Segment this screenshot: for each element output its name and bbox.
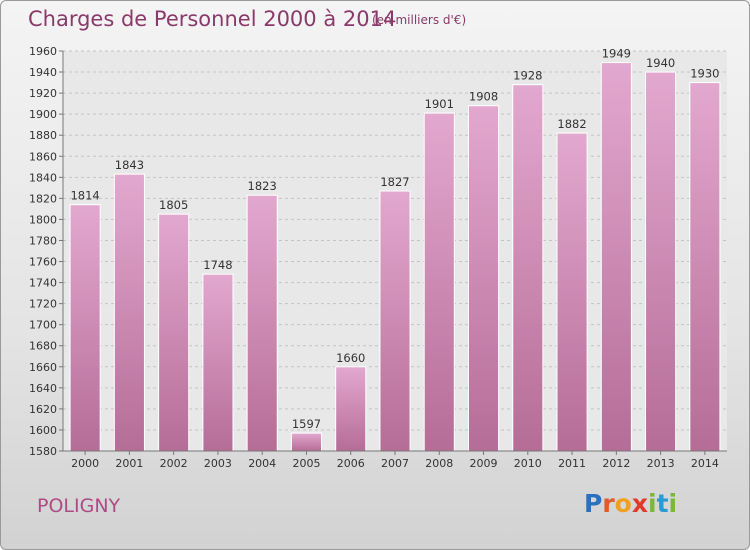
logo-letter: x <box>631 489 648 518</box>
y-tick-label: 1760 <box>29 256 57 269</box>
y-tick-label: 1920 <box>29 87 57 100</box>
proxiti-logo: Proxiti <box>584 489 677 518</box>
bar-2003 <box>202 273 234 452</box>
logo-letter: i <box>668 489 678 518</box>
value-label-2007: 1827 <box>380 175 409 189</box>
y-tick-label: 1620 <box>29 403 57 416</box>
x-tick-label-2011: 2011 <box>558 457 586 470</box>
y-tick-label: 1640 <box>29 382 57 395</box>
bar-2004 <box>246 194 278 452</box>
y-tick-label: 1800 <box>29 213 57 226</box>
bar-2013 <box>645 71 677 452</box>
bar-2014 <box>689 82 721 452</box>
bar-2007 <box>379 190 411 452</box>
value-label-2001: 1843 <box>115 158 144 172</box>
x-tick-label-2013: 2013 <box>647 457 675 470</box>
bar-2008 <box>423 112 455 452</box>
x-tick-label-2006: 2006 <box>337 457 365 470</box>
bar-2000 <box>69 204 101 452</box>
value-label-2000: 1814 <box>70 189 99 203</box>
x-tick-label-2007: 2007 <box>381 457 409 470</box>
y-tick-label: 1740 <box>29 277 57 290</box>
y-tick-label: 1780 <box>29 234 57 247</box>
x-tick-label-2004: 2004 <box>248 457 276 470</box>
bar-2010 <box>512 84 544 452</box>
y-axis-tick-labels: 1580 1600 1620 1640 1660 1680 1700 1720 1740 1760… <box>29 45 63 458</box>
x-tick-label-2009: 2009 <box>470 457 498 470</box>
logo-letter: o <box>614 489 632 518</box>
y-tick-label: 1860 <box>29 150 57 163</box>
x-tick-label-2012: 2012 <box>602 457 630 470</box>
bar-2012 <box>600 62 632 452</box>
x-tick-label-2005: 2005 <box>292 457 320 470</box>
y-tick-label: 1840 <box>29 171 57 184</box>
x-axis-tick-labels: 2000 2001 2002 2003 2004 2005 2006 2007 2008 2009… <box>71 451 719 470</box>
value-label-2012: 1949 <box>602 47 631 61</box>
value-label-2002: 1805 <box>159 198 188 212</box>
value-label-2006: 1660 <box>336 351 365 365</box>
logo-letter: r <box>602 489 615 518</box>
logo-letter: i <box>648 489 657 518</box>
value-label-2010: 1928 <box>513 69 542 83</box>
value-label-2003: 1748 <box>203 258 232 272</box>
x-tick-label-2002: 2002 <box>160 457 188 470</box>
bar-2005 <box>290 432 323 452</box>
value-label-2013: 1940 <box>646 56 675 70</box>
y-tick-label: 1720 <box>29 298 57 311</box>
y-tick-label: 1880 <box>29 129 57 142</box>
bar-2006 <box>335 366 367 452</box>
y-tick-label: 1600 <box>29 424 57 437</box>
x-tick-label-2000: 2000 <box>71 457 99 470</box>
chart-title: Charges de Personnel 2000 à 2014 <box>28 7 397 31</box>
y-tick-label: 1580 <box>29 445 57 458</box>
x-tick-label-2008: 2008 <box>425 457 453 470</box>
value-label-2011: 1882 <box>557 117 586 131</box>
value-label-2014: 1930 <box>690 67 719 81</box>
y-tick-label: 1900 <box>29 108 57 121</box>
value-label-2005: 1597 <box>292 417 321 431</box>
bar-2001 <box>113 173 145 452</box>
bar-2002 <box>158 213 190 452</box>
value-label-2009: 1908 <box>469 90 498 104</box>
value-label-2004: 1823 <box>248 179 277 193</box>
logo-letter: t <box>656 489 669 518</box>
y-tick-label: 1960 <box>29 45 57 58</box>
y-tick-label: 1660 <box>29 361 57 374</box>
y-tick-label: 1680 <box>29 340 57 353</box>
x-tick-label-2010: 2010 <box>514 457 542 470</box>
x-tick-label-2001: 2001 <box>115 457 143 470</box>
bar-2009 <box>467 105 500 452</box>
commune-name: POLIGNY <box>37 495 121 517</box>
value-label-2008: 1901 <box>425 97 454 111</box>
x-tick-label-2014: 2014 <box>691 457 719 470</box>
y-tick-label: 1700 <box>29 319 57 332</box>
bars-group: 1814 1843 1805 1748 1823 1597 1660 1827 1901 1908… <box>69 47 721 452</box>
y-tick-label: 1820 <box>29 192 57 205</box>
y-tick-label: 1940 <box>29 66 57 79</box>
chart-subtitle: (en milliers d'€) <box>372 13 467 27</box>
logo-letter: P <box>584 489 603 518</box>
x-tick-label-2003: 2003 <box>204 457 232 470</box>
bar-2011 <box>556 132 588 452</box>
